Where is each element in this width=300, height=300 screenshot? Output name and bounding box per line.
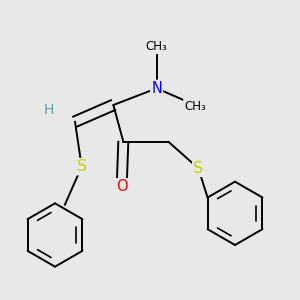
Text: N: N <box>151 81 162 96</box>
Text: CH₃: CH₃ <box>184 100 206 112</box>
Text: S: S <box>76 159 87 174</box>
Text: O: O <box>116 179 127 194</box>
Text: H: H <box>43 103 53 117</box>
Text: S: S <box>193 161 203 176</box>
Text: CH₃: CH₃ <box>146 40 167 53</box>
